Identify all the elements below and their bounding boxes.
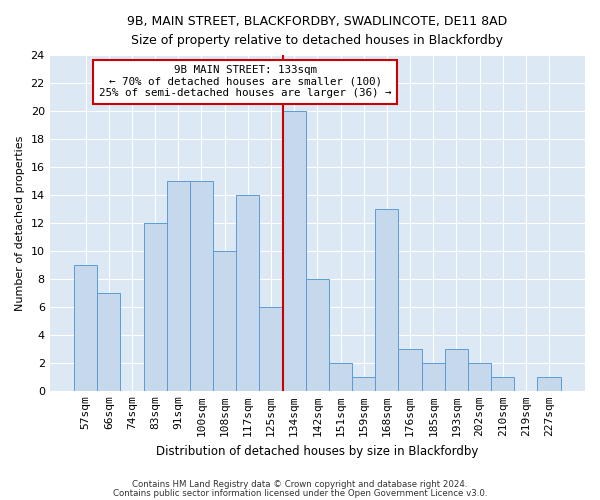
Bar — [283, 111, 306, 391]
Bar — [306, 279, 329, 391]
Text: Contains public sector information licensed under the Open Government Licence v3: Contains public sector information licen… — [113, 490, 487, 498]
Bar — [468, 363, 491, 391]
Bar — [445, 349, 468, 391]
Bar — [352, 377, 375, 391]
Bar — [259, 307, 283, 391]
Bar — [375, 209, 398, 391]
Bar — [143, 223, 167, 391]
Bar — [422, 363, 445, 391]
Bar — [329, 363, 352, 391]
Bar — [236, 195, 259, 391]
Y-axis label: Number of detached properties: Number of detached properties — [15, 136, 25, 310]
Text: Contains HM Land Registry data © Crown copyright and database right 2024.: Contains HM Land Registry data © Crown c… — [132, 480, 468, 489]
Text: 9B MAIN STREET: 133sqm
← 70% of detached houses are smaller (100)
25% of semi-de: 9B MAIN STREET: 133sqm ← 70% of detached… — [99, 65, 391, 98]
Bar — [167, 181, 190, 391]
Bar — [491, 377, 514, 391]
Bar — [213, 251, 236, 391]
X-axis label: Distribution of detached houses by size in Blackfordby: Distribution of detached houses by size … — [156, 444, 479, 458]
Bar — [97, 293, 121, 391]
Bar — [74, 265, 97, 391]
Title: 9B, MAIN STREET, BLACKFORDBY, SWADLINCOTE, DE11 8AD
Size of property relative to: 9B, MAIN STREET, BLACKFORDBY, SWADLINCOT… — [127, 15, 508, 47]
Bar — [398, 349, 422, 391]
Bar — [538, 377, 560, 391]
Bar — [190, 181, 213, 391]
